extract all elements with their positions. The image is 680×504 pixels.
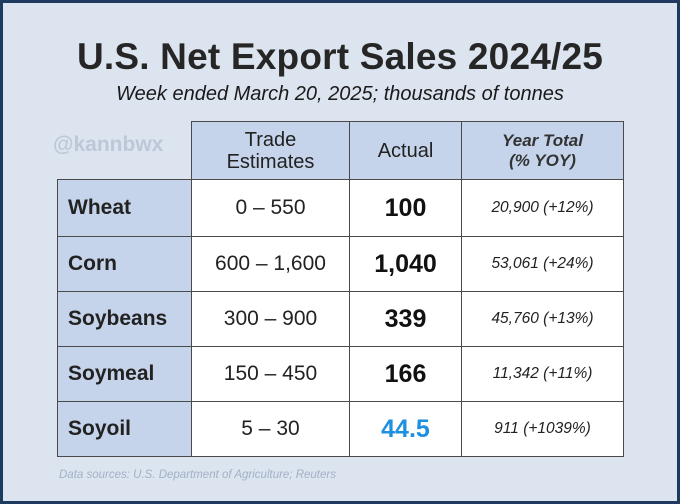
actual-cell: 100: [349, 179, 462, 237]
table-row: Soyoil 5 – 30 44.5 911 (+1039%): [57, 401, 624, 457]
estimates-cell: 600 – 1,600: [191, 236, 350, 292]
estimates-cell: 0 – 550: [191, 179, 350, 237]
header-year-total-line1: Year Total: [502, 130, 583, 150]
year-total-cell: 20,900 (+12%): [461, 179, 624, 237]
actual-cell: 339: [349, 291, 462, 347]
year-total-cell: 911 (+1039%): [461, 401, 624, 457]
commodity-cell: Corn: [57, 236, 192, 292]
year-total-cell: 45,760 (+13%): [461, 291, 624, 347]
page-title: U.S. Net Export Sales 2024/25: [76, 36, 604, 77]
header-trade-estimates-line2: Estimates: [226, 150, 315, 173]
estimates-cell: 5 – 30: [191, 401, 350, 457]
estimates-cell: 150 – 450: [191, 346, 350, 402]
table-row: Corn 600 – 1,600 1,040 53,061 (+24%): [57, 236, 624, 292]
commodity-cell: Soyoil: [57, 401, 192, 457]
table-header-row: Trade Estimates Actual Year Total (% YOY…: [58, 121, 624, 180]
header-year-total-line2: (% YOY): [509, 150, 576, 170]
watermark-handle: @kannbwx: [53, 133, 164, 156]
table-row: Wheat 0 – 550 100 20,900 (+12%): [57, 179, 624, 237]
year-total-cell: 53,061 (+24%): [461, 236, 624, 292]
actual-cell: 1,040: [349, 236, 462, 292]
commodity-cell: Soybeans: [57, 291, 192, 347]
header-trade-estimates-line1: Trade: [244, 128, 297, 151]
header-trade-estimates: Trade Estimates: [191, 121, 350, 180]
table-row: Soybeans 300 – 900 339 45,760 (+13%): [57, 291, 624, 347]
export-sales-table: Trade Estimates Actual Year Total (% YOY…: [57, 121, 624, 457]
year-total-cell: 11,342 (+11%): [461, 346, 624, 402]
commodity-cell: Wheat: [57, 179, 192, 237]
data-source-note: Data sources: U.S. Department of Agricul…: [59, 469, 336, 481]
header-year-total: Year Total (% YOY): [461, 121, 624, 180]
actual-cell-highlighted: 44.5: [349, 401, 462, 457]
header-empty-cell: [58, 122, 192, 180]
commodity-cell: Soymeal: [57, 346, 192, 402]
page-subtitle: Week ended March 20, 2025; thousands of …: [116, 83, 564, 105]
table-row: Soymeal 150 – 450 166 11,342 (+11%): [57, 346, 624, 402]
header-actual: Actual: [349, 121, 462, 180]
actual-cell: 166: [349, 346, 462, 402]
estimates-cell: 300 – 900: [191, 291, 350, 347]
export-sales-card: U.S. Net Export Sales 2024/25 Week ended…: [3, 3, 677, 501]
